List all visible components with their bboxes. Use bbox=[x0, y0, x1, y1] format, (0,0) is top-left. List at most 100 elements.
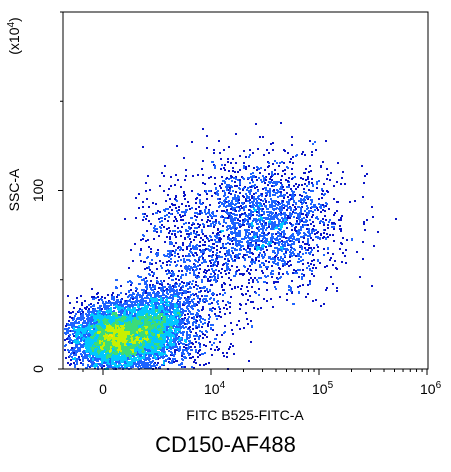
event-dot bbox=[85, 322, 87, 324]
event-dot bbox=[87, 339, 89, 341]
event-dot bbox=[116, 343, 118, 345]
event-dot bbox=[101, 308, 103, 310]
event-dot bbox=[106, 326, 108, 328]
event-dot bbox=[96, 359, 98, 361]
event-dot bbox=[80, 319, 82, 321]
event-dot bbox=[142, 366, 144, 368]
event-dot bbox=[67, 332, 69, 334]
event-dot bbox=[171, 362, 173, 364]
event-dot bbox=[67, 324, 69, 326]
event-dot bbox=[122, 361, 124, 363]
event-dot bbox=[69, 316, 71, 318]
event-dot bbox=[126, 312, 128, 314]
event-dot bbox=[71, 330, 73, 332]
event-dot bbox=[134, 313, 136, 315]
event-dot bbox=[132, 358, 134, 360]
event-dot bbox=[112, 312, 114, 314]
event-dot bbox=[101, 315, 103, 317]
event-dot bbox=[104, 325, 106, 327]
event-dot bbox=[101, 348, 103, 350]
event-dot bbox=[74, 350, 76, 352]
event-dot bbox=[119, 357, 121, 359]
event-dot bbox=[111, 335, 113, 337]
event-dot bbox=[86, 306, 88, 308]
event-dot bbox=[86, 324, 88, 326]
event-dot bbox=[79, 308, 81, 310]
event-dot bbox=[79, 329, 81, 331]
event-dot bbox=[99, 358, 101, 360]
event-dot bbox=[135, 290, 137, 292]
event-dot bbox=[126, 365, 128, 367]
event-dot bbox=[76, 358, 78, 360]
event-dot bbox=[119, 364, 121, 366]
event-dot bbox=[112, 338, 114, 340]
event-dot bbox=[98, 317, 100, 319]
event-dot bbox=[93, 328, 95, 330]
event-dot bbox=[92, 347, 94, 349]
event-dot bbox=[140, 367, 142, 369]
event-dot bbox=[94, 349, 96, 351]
event-dot bbox=[94, 308, 96, 310]
event-dot bbox=[96, 348, 98, 350]
event-dot bbox=[66, 328, 68, 330]
event-dot bbox=[98, 325, 100, 327]
event-dot bbox=[85, 329, 87, 331]
event-dot bbox=[111, 294, 113, 296]
event-dot bbox=[85, 336, 87, 338]
event-dot bbox=[112, 327, 114, 329]
event-dot bbox=[106, 357, 108, 359]
event-dot bbox=[76, 331, 78, 333]
event-dot bbox=[73, 354, 75, 356]
event-dot bbox=[130, 343, 132, 345]
event-dot bbox=[70, 322, 72, 324]
event-dot bbox=[84, 345, 86, 347]
event-dot bbox=[111, 302, 113, 304]
event-dot bbox=[145, 362, 147, 364]
event-dot bbox=[110, 365, 112, 367]
event-dot bbox=[78, 341, 80, 343]
event-dot bbox=[90, 345, 92, 347]
event-dot bbox=[118, 343, 120, 345]
event-dot bbox=[101, 365, 103, 367]
event-dot bbox=[82, 363, 84, 365]
event-dot bbox=[156, 364, 158, 366]
event-dot bbox=[120, 350, 122, 352]
event-dot bbox=[74, 331, 76, 333]
event-dot bbox=[103, 356, 105, 358]
event-dot bbox=[81, 309, 83, 311]
event-dot bbox=[116, 361, 118, 363]
event-dot bbox=[113, 310, 115, 312]
event-dot bbox=[76, 318, 78, 320]
event-dot bbox=[110, 354, 112, 356]
event-dot bbox=[69, 342, 71, 344]
event-dot bbox=[103, 344, 105, 346]
event-dot bbox=[143, 361, 145, 363]
event-dot bbox=[106, 337, 108, 339]
event-dot bbox=[100, 305, 102, 307]
event-dot bbox=[109, 309, 111, 311]
event-dot bbox=[106, 342, 108, 344]
event-dot bbox=[113, 307, 115, 309]
event-dot bbox=[105, 322, 107, 324]
event-dot bbox=[127, 304, 129, 306]
event-dot bbox=[80, 295, 82, 297]
event-dot bbox=[141, 362, 143, 364]
event-dot bbox=[73, 328, 75, 330]
event-dot bbox=[80, 338, 82, 340]
event-dot bbox=[107, 346, 109, 348]
event-dot bbox=[112, 329, 114, 331]
event-dot bbox=[127, 341, 129, 343]
event-dot bbox=[90, 350, 92, 352]
event-dot bbox=[90, 353, 92, 355]
event-dot bbox=[75, 344, 77, 346]
event-dot bbox=[98, 320, 100, 322]
event-dot bbox=[129, 364, 131, 366]
event-dot bbox=[113, 351, 115, 353]
event-dot bbox=[96, 321, 98, 323]
event-dot bbox=[149, 364, 151, 366]
event-dot bbox=[95, 297, 97, 299]
event-dot bbox=[112, 292, 114, 294]
event-dot bbox=[97, 296, 99, 298]
event-dot bbox=[135, 365, 137, 367]
event-dot bbox=[104, 306, 106, 308]
